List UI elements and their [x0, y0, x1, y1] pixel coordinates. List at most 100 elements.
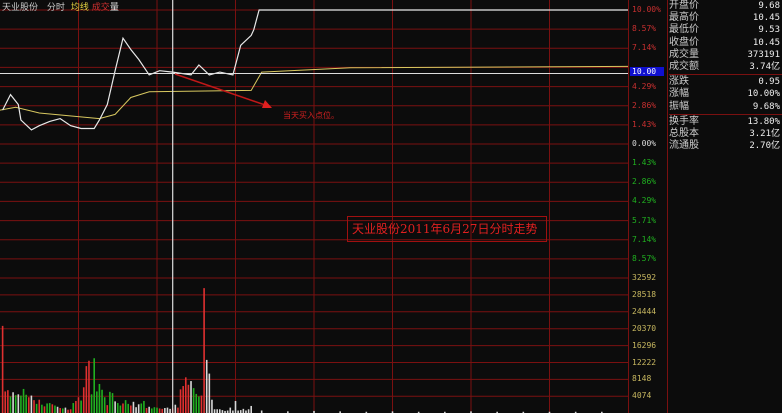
volume-bar: [158, 408, 161, 413]
volume-bar: [46, 403, 48, 413]
quote-value: 10.00%: [747, 89, 780, 100]
annotation-arrow: [174, 73, 269, 107]
volume-bar: [179, 389, 182, 413]
volume-axis-label: 32592: [632, 273, 657, 282]
quote-row: 成交额 3.74亿: [669, 61, 782, 73]
volume-bar: [56, 406, 59, 413]
volume-bar: [470, 411, 472, 413]
price-axis-label: 8.57%: [632, 24, 657, 34]
volume-bar: [200, 395, 203, 413]
intraday-chart[interactable]: [0, 0, 628, 413]
volume-bar: [106, 405, 109, 413]
volume-bar: [234, 400, 237, 413]
volume-bar: [574, 411, 577, 413]
volume-bar: [124, 400, 127, 413]
volume-bar: [164, 408, 166, 413]
price-axis-label: 7.14%: [632, 43, 657, 53]
volume-axis-label: 24444: [632, 306, 657, 316]
quote-value: 9.68%: [752, 101, 780, 112]
average-price-line: [0, 65, 628, 120]
volume-bar: [43, 406, 46, 413]
volume-bar: [184, 377, 187, 413]
volume-bar: [88, 360, 90, 413]
tab-average[interactable]: 均线: [70, 3, 89, 13]
volume-bar: [417, 411, 420, 413]
volume-bar: [166, 407, 169, 413]
quote-value: 2.70亿: [749, 141, 780, 152]
volume-bar: [140, 403, 143, 413]
quote-value: 9.53: [758, 25, 780, 36]
volume-bar: [444, 411, 446, 413]
price-axis-label: 0.00%: [632, 139, 657, 148]
volume-bar: [190, 381, 192, 413]
volume-bar: [103, 397, 106, 413]
tab-volume-b[interactable]: 量: [109, 3, 119, 13]
volume-bar: [496, 411, 498, 413]
volume-bar: [601, 411, 603, 413]
divider: [669, 74, 782, 76]
volume-bars: [1, 288, 603, 413]
volume-bar: [192, 388, 195, 413]
volume-bar: [232, 410, 234, 413]
volume-bar: [85, 366, 88, 413]
volume-bar: [182, 386, 184, 413]
volume-axis-label: 20370: [632, 323, 657, 333]
volume-bar: [4, 391, 7, 413]
quote-panel: 开盘价 9.68 最高价 10.45 最低价 9.53 收盘价 10.45 成交量 373191 成…: [669, 0, 782, 413]
volume-bar: [313, 410, 315, 413]
quote-row: 流通股 2.70亿: [669, 140, 782, 152]
volume-bar: [67, 409, 69, 413]
volume-bar: [148, 406, 150, 413]
volume-bar: [22, 388, 25, 413]
quote-label: 涨跌: [669, 76, 689, 88]
price-axis-label: 2.86%: [632, 177, 657, 187]
crosshair-price-label: 10.00: [630, 67, 664, 77]
volume-bar: [242, 408, 245, 413]
volume-bar: [224, 410, 226, 413]
volume-bar: [25, 394, 27, 413]
annotation-text: 当天买入点位。: [283, 111, 339, 120]
volume-bar: [14, 395, 17, 413]
quote-label: 最高价: [669, 12, 699, 24]
volume-bar: [522, 411, 525, 413]
volume-axis-label: 12222: [632, 357, 657, 367]
quote-value: 13.80%: [747, 116, 780, 127]
quote-label: 成交额: [669, 60, 699, 72]
volume-bar: [239, 410, 242, 413]
volume-bar: [54, 405, 56, 413]
tab-volume-a[interactable]: 成交: [91, 3, 110, 13]
volume-bar: [213, 409, 216, 413]
quote-row: 最低价 9.53: [669, 24, 782, 36]
volume-bar: [153, 407, 156, 413]
quote-row: 振幅 9.68%: [669, 101, 782, 113]
volume-bar: [127, 403, 130, 413]
volume-bar: [226, 410, 229, 413]
volume-bar: [156, 407, 158, 413]
quote-value: 3.21亿: [749, 128, 780, 139]
volume-bar: [12, 392, 14, 413]
volume-bar: [41, 404, 43, 413]
volume-bar: [38, 399, 41, 413]
tab-intraday[interactable]: 分时: [46, 3, 65, 13]
volume-bar: [82, 387, 85, 413]
quote-row: 换手率 13.80%: [669, 116, 782, 128]
volume-bar: [116, 403, 119, 413]
volume-bar: [80, 400, 82, 413]
volume-bar: [59, 408, 61, 413]
chart-title-box: 天业股份2011年6月27日分时走势: [347, 216, 547, 242]
quote-value: 10.45: [752, 37, 780, 48]
volume-bar: [205, 359, 208, 413]
grid: [0, 0, 628, 413]
volume-bar: [93, 358, 95, 413]
volume-bar: [30, 395, 33, 413]
quote-label: 开盘价: [669, 0, 699, 11]
volume-bar: [132, 401, 135, 413]
annotation-arrowhead: [262, 100, 272, 108]
price-axis-label: 4.29%: [632, 196, 657, 206]
volume-bar: [27, 397, 30, 413]
volume-bar: [203, 288, 205, 413]
volume-bar: [219, 409, 221, 413]
volume-bar: [391, 411, 394, 413]
volume-bar: [9, 396, 12, 413]
volume-bar: [229, 407, 232, 413]
